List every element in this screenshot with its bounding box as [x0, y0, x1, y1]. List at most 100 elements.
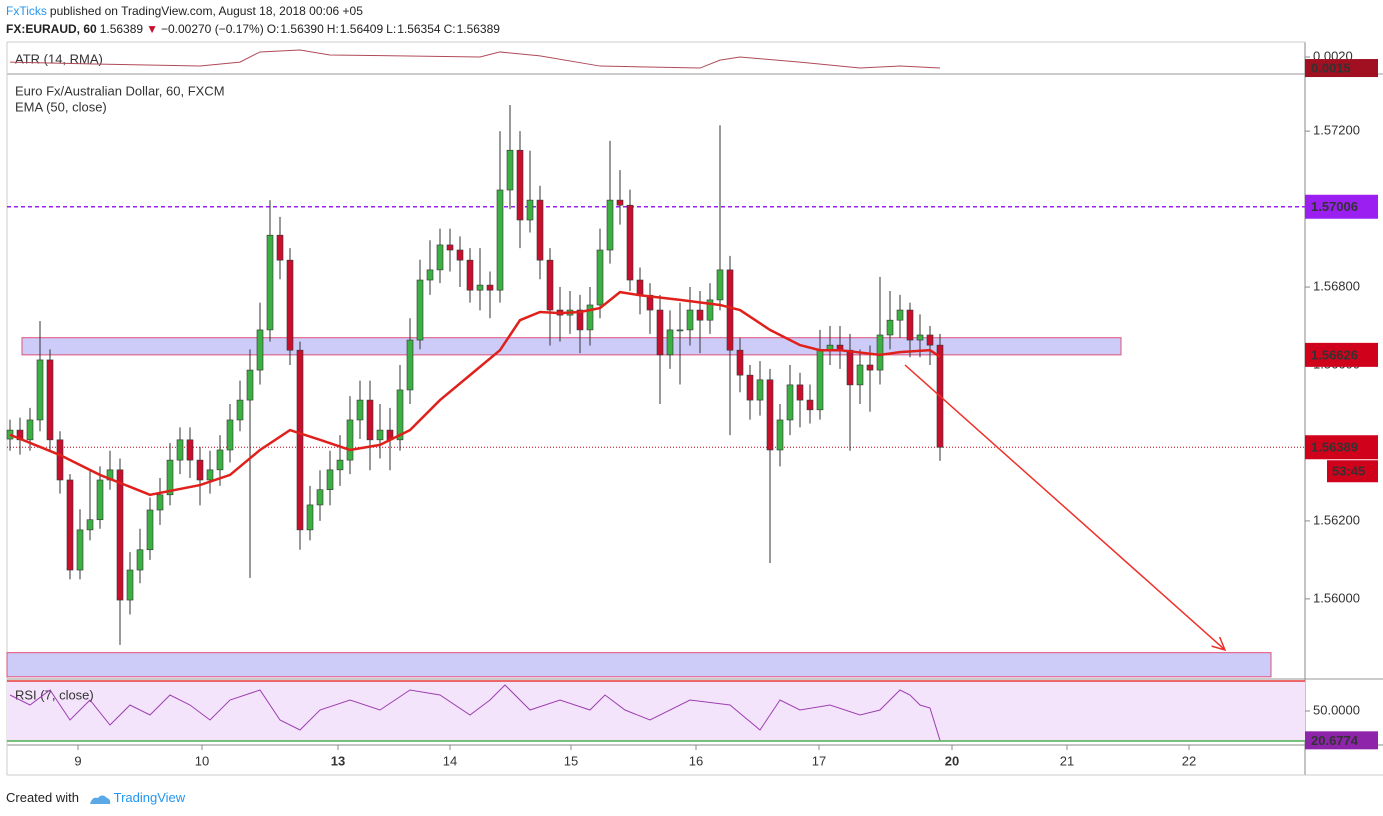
candle-body: [326, 469, 334, 491]
x-tick-label: 9: [74, 753, 81, 768]
candle-body: [76, 529, 84, 571]
candle-body: [776, 419, 784, 451]
candle-body: [176, 439, 184, 461]
candle-body: [436, 244, 444, 271]
candle-body: [116, 469, 124, 601]
x-tick-label: 21: [1060, 753, 1074, 768]
last: 1.56389: [99, 22, 144, 36]
created: Created with: [6, 790, 79, 805]
ohlc-value: 1.56390: [280, 22, 324, 36]
candle-body: [866, 364, 874, 371]
candle-body: [656, 309, 664, 356]
candle-body: [396, 389, 404, 441]
candle-body: [446, 244, 454, 251]
candle-body: [846, 349, 854, 386]
x-tick-label: 22: [1182, 753, 1196, 768]
candle-body: [676, 329, 684, 332]
symbol-line: FX:EURAUD, 60 1.56389 ▼ −0.00270 (−0.17%) O:…: [6, 22, 506, 36]
candle-body: [336, 459, 344, 471]
candle-body: [56, 439, 64, 481]
candle-body: [486, 284, 494, 291]
candle-body: [516, 149, 524, 221]
x-tick-label: 17: [812, 753, 826, 768]
candle-body: [206, 469, 214, 481]
zone: [6, 652, 1272, 678]
candle-body: [126, 569, 134, 601]
candle-body: [856, 364, 864, 386]
price-label-box: [1305, 59, 1378, 78]
y-tick-label: 1.56800: [1313, 278, 1360, 293]
ohlc-value: 1.56354: [397, 22, 441, 36]
candle-body: [816, 349, 824, 411]
candle-body: [706, 299, 714, 321]
x-tick-label: 16: [689, 753, 703, 768]
arrow-head: [1211, 636, 1227, 652]
price-label: 20.6774: [1311, 733, 1359, 748]
price-label: 1.56389: [1311, 440, 1358, 455]
candle-body: [36, 359, 44, 421]
candle-body: [546, 259, 554, 311]
candle-body: [186, 439, 194, 461]
candle-body: [586, 304, 594, 331]
candle-body: [746, 374, 754, 401]
candle-body: [376, 429, 384, 441]
symbol: FX:EURAUD, 60: [6, 22, 97, 36]
y-tick-label: 1.57200: [1313, 123, 1360, 138]
candle-body: [666, 329, 674, 356]
trend-arrow: [904, 364, 1226, 651]
x-tick-label: 15: [564, 753, 578, 768]
ohlc-key: L:: [386, 22, 397, 36]
candle-body: [496, 189, 504, 291]
ohlc-value: 1.56409: [339, 22, 384, 36]
candle-body: [346, 419, 354, 461]
publish-line: FxTicks published on TradingView.com, Aug…: [6, 4, 366, 18]
symbol-title: Euro Fx/Australian Dollar, 60, FXCM: [15, 83, 225, 98]
candle-body: [286, 259, 294, 351]
y-tick-label: 1.56200: [1313, 512, 1360, 527]
candle-body: [526, 199, 534, 221]
candle-body: [226, 419, 234, 451]
candle-body: [156, 494, 164, 511]
brand[interactable]: TradingView: [113, 790, 186, 805]
indicator-name: RSI (7, close): [15, 687, 94, 702]
candle-body: [236, 399, 244, 421]
candle-body: [786, 384, 794, 421]
candle-body: [146, 509, 154, 551]
candle-body: [276, 234, 284, 261]
price-label-box: [1305, 435, 1378, 460]
band-fill: [7, 681, 1305, 741]
ema-name: EMA (50, close): [15, 99, 107, 114]
candle-body: [696, 309, 704, 321]
candle-body: [196, 459, 204, 481]
candle-body: [26, 419, 34, 441]
x-tick-label: 14: [443, 753, 457, 768]
ohlc-key: C:: [443, 22, 456, 36]
candle-body: [366, 399, 374, 441]
x-tick-label: 20: [945, 753, 959, 768]
author[interactable]: FxTicks: [6, 4, 47, 18]
candle-body: [456, 249, 464, 261]
candle-body: [216, 449, 224, 471]
candle-body: [246, 369, 254, 401]
price-label: 1.56626: [1311, 347, 1358, 362]
candle-body: [316, 489, 324, 506]
candle-body: [416, 279, 424, 341]
candle-body: [66, 479, 74, 571]
price-label: 1.57006: [1311, 199, 1358, 214]
candle-body: [726, 269, 734, 351]
candle-body: [6, 429, 14, 440]
candle-body: [266, 234, 274, 331]
candle-body: [406, 339, 414, 391]
candle-body: [466, 259, 474, 291]
candle-body: [736, 349, 744, 376]
ohlc: O:1.56390 H:1.56409 L:1.56354 C:1.56389: [267, 22, 503, 36]
y-tick-label: 50.0000: [1313, 702, 1360, 717]
price-label-box: [1305, 194, 1378, 219]
x-tick-label: 13: [331, 753, 345, 768]
price-label: 0.0015: [1311, 60, 1351, 75]
candle-body: [306, 504, 314, 531]
candle-body: [296, 349, 304, 531]
candle-body: [136, 549, 144, 571]
